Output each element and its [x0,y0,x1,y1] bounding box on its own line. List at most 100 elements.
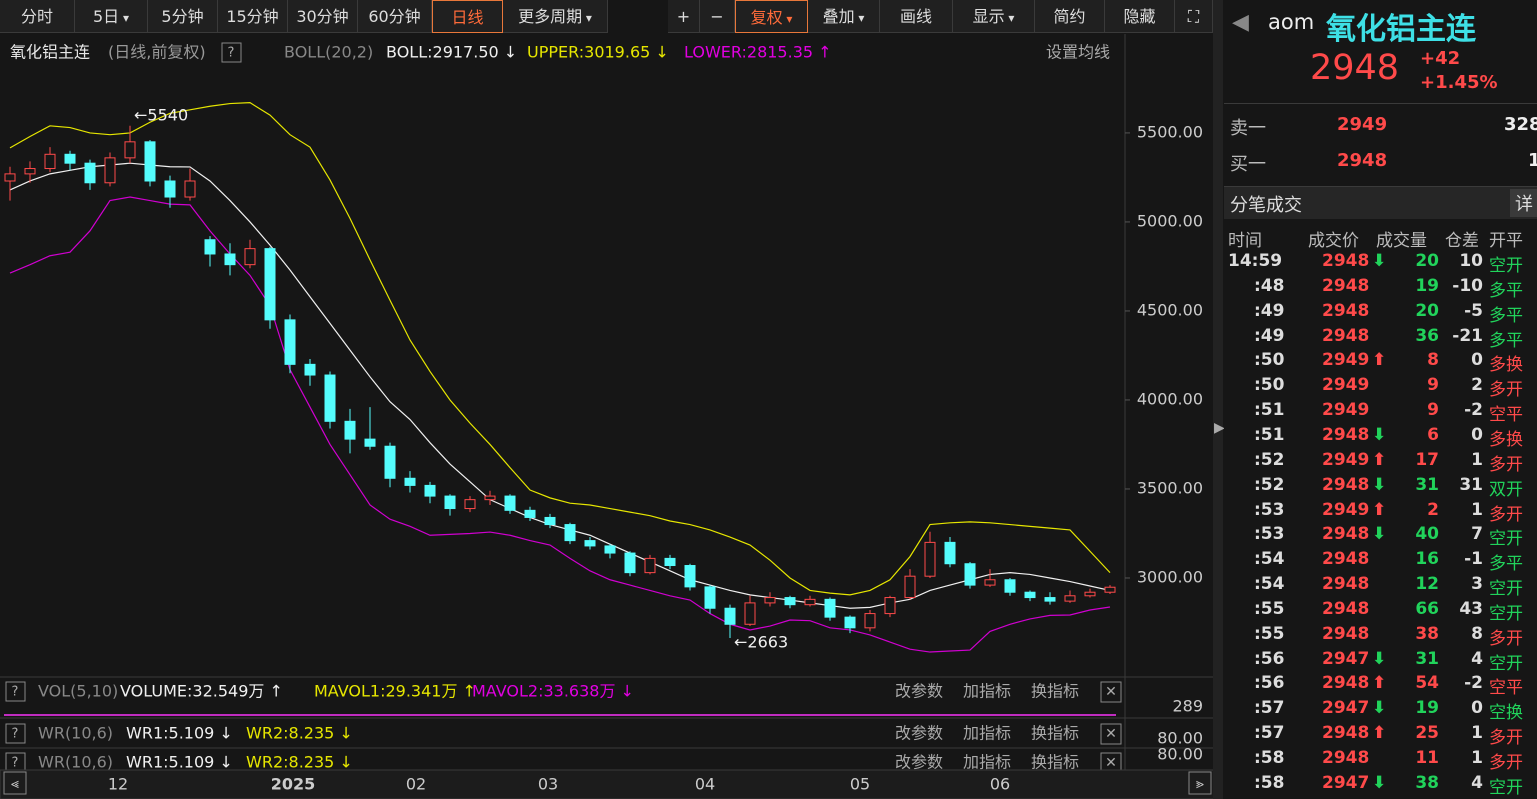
close-button[interactable] [1100,723,1122,745]
close-glyph: ✕ [1105,726,1117,742]
tick-price: 2948 [1322,251,1370,271]
y-tick-label: 5000.00 [1137,211,1203,230]
tick-volume: 2 [1427,499,1439,520]
tick-header: 成交价 [1308,231,1359,251]
tick-oi-change: 43 [1459,598,1483,619]
candle-body [764,597,776,604]
toolbar-button[interactable]: − [700,0,735,33]
ask-volume: 328 [1504,114,1537,135]
help-icon[interactable] [5,681,26,702]
tick-oi-change: -5 [1464,300,1483,321]
tick-time: :52 [1254,449,1285,470]
tick-price: 2948 [1322,275,1370,296]
low-annotation: ←2663 [734,632,788,651]
scroll-button[interactable] [3,771,27,795]
high-annotation: ←5540 [134,105,188,124]
candle-body [1004,579,1016,593]
candle-body [384,445,396,479]
quote-panel: ◀ aom 氧化铝主连 2948 +42 +1.45% 卖一 2949 328 买一 2948 1 分笔… [1224,0,1537,799]
tick-type: 空开 [1489,579,1523,600]
tick-direction: ⬆ [1372,350,1387,371]
candle-body [564,524,576,542]
panel-button[interactable]: 换指标 [1031,724,1079,743]
panel-button[interactable]: 换指标 [1031,753,1079,772]
panel-button[interactable]: 改参数 [895,724,943,743]
candle-body [364,438,376,447]
chart-subtitle: (日线,前复权) [108,43,206,62]
candle-body [184,180,196,198]
tick-oi-change: -2 [1464,673,1483,694]
tick-price: 2948 [1322,424,1370,445]
tick-direction: ⬆ [1372,449,1387,470]
toolbar-button[interactable]: 显示 [953,0,1035,33]
tick-time: :53 [1254,499,1285,520]
x-tick-label: 03 [538,775,558,794]
tick-oi-change: 4 [1471,772,1483,793]
bid-volume: 1 [1528,150,1537,171]
scroll-button[interactable] [1188,771,1212,795]
chart-area: 氧化铝主连 (日线,前复权)? BOLL(20,2) BOLL:2917.50 ↓ UP… [0,34,1215,799]
tick-type: 多平 [1489,554,1523,575]
panel-button[interactable]: 加指标 [963,753,1011,772]
close-glyph: ✕ [1105,755,1117,771]
fullscreen-button[interactable]: ⛶ [1175,0,1213,33]
toolbar-button[interactable]: 简约 [1035,0,1105,33]
toolbar-button[interactable]: 分时 [0,0,75,33]
panel-button[interactable]: 加指标 [963,724,1011,743]
panel-button[interactable]: 换指标 [1031,682,1079,701]
tick-price: 2948 [1322,300,1370,321]
scroll-glyph: ⪡ [10,776,19,792]
toolbar-button[interactable]: 复权 [735,0,808,33]
tick-oi-change: 0 [1471,698,1483,719]
toolbar-button[interactable]: 画线 [880,0,953,33]
panel-button[interactable]: 加指标 [963,682,1011,701]
panel-button[interactable]: 改参数 [895,753,943,772]
toolbar-button[interactable]: 日线 [432,0,503,33]
toolbar-button[interactable]: 更多周期 [503,0,608,33]
bid-label: 买一 [1230,154,1266,175]
help-glyph: ? [12,685,19,700]
candle-body [544,516,556,526]
detail-button[interactable]: 详 [1510,189,1537,217]
help-icon[interactable] [5,723,26,744]
tick-time: :55 [1254,598,1285,619]
candle-body [964,563,976,586]
indicator-text: VOLUME:32.549万 ↑ [120,682,283,701]
toolbar-button[interactable]: 15分钟 [218,0,288,33]
candle-body [604,545,616,554]
tick-header: 时间 [1228,231,1262,251]
candle-body [664,557,676,567]
tick-price: 2948 [1322,598,1370,619]
close-button[interactable] [1100,681,1122,703]
toolbar-button[interactable]: + [668,0,700,33]
toolbar-button[interactable]: 60分钟 [358,0,432,33]
panel-button[interactable]: 改参数 [895,682,943,701]
tick-oi-change: 8 [1471,623,1483,644]
candle-body [284,319,296,365]
tick-price: 2948 [1322,474,1370,495]
x-tick-label: 05 [850,775,870,794]
candle-body [884,597,896,615]
toolbar-button[interactable]: 叠加 [808,0,880,33]
toolbar-button[interactable]: 5日 [75,0,148,33]
help-icon[interactable] [221,42,242,63]
candle-body [224,253,236,266]
tick-oi-change: 1 [1471,449,1483,470]
tick-time: :50 [1254,375,1285,396]
tick-direction: ⬇ [1372,524,1387,545]
toolbar-button[interactable]: 30分钟 [288,0,358,33]
tick-type: 空开 [1489,529,1523,550]
change: +42 [1420,48,1461,69]
boll-line [9,102,1111,596]
tick-price: 2949 [1322,400,1370,421]
splitter[interactable]: ▶ [1213,0,1225,799]
toolbar-button[interactable]: 隐藏 [1105,0,1175,33]
toolbar-button[interactable]: 5分钟 [148,0,218,33]
indicator-text: MAVOL1:29.341万 ↑ [314,682,476,701]
candle-body [724,607,736,625]
tick-volume: 40 [1415,524,1439,545]
back-icon[interactable]: ◀ [1232,10,1249,35]
volume-strip [4,714,1116,716]
tick-direction: ⬆ [1372,723,1387,744]
tick-volume: 36 [1415,325,1439,346]
